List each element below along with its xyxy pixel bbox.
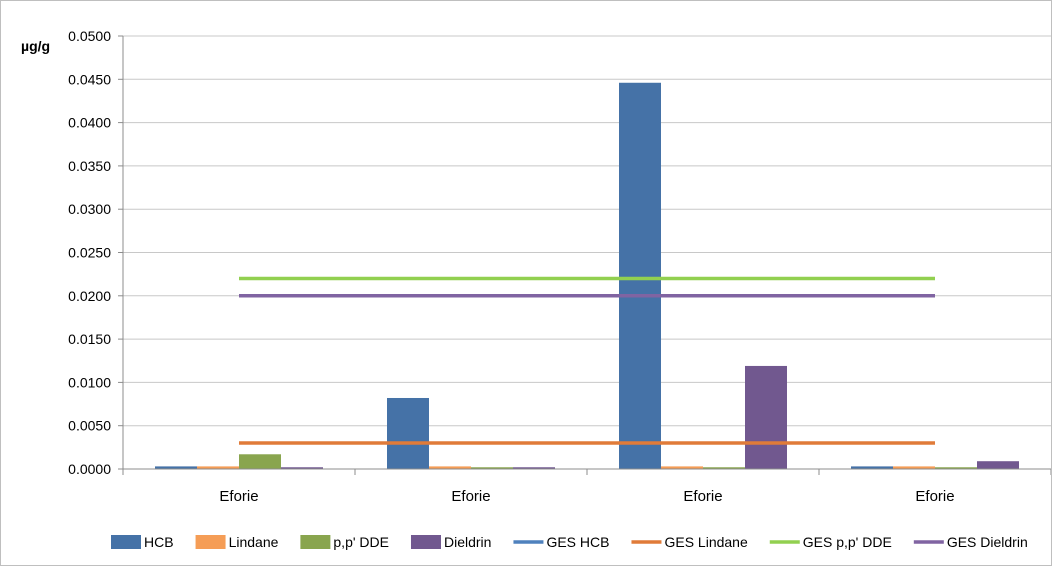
- legend-swatch: [300, 535, 331, 549]
- bar: [429, 466, 471, 469]
- bar: [745, 365, 787, 469]
- bar: [935, 467, 977, 469]
- threshold-lines: [239, 276, 935, 445]
- bar: [281, 467, 323, 469]
- legend-swatch: [111, 535, 141, 549]
- y-tick-label: 0.0150: [68, 331, 111, 347]
- bar: [851, 466, 893, 469]
- legend-swatch: [410, 535, 441, 549]
- y-tick-label: 0.0500: [68, 28, 111, 44]
- bar: [239, 454, 281, 469]
- y-axis-ticks: 0.0000 0.0050 0.0100 0.0150 0.0200 0.0250 0.03…: [68, 28, 123, 477]
- legend-swatch: [195, 535, 226, 549]
- legend-label: Dieldrin: [444, 534, 491, 550]
- y-tick-label: 0.0450: [68, 71, 111, 87]
- bar: [155, 466, 197, 469]
- bar: [471, 467, 513, 469]
- bar: [619, 82, 661, 469]
- y-tick-label: 0.0400: [68, 115, 111, 131]
- x-tick-label: Eforie: [219, 488, 258, 505]
- y-tick-label: 0.0250: [68, 245, 111, 261]
- grid-lines: [123, 35, 1051, 470]
- legend-label: GES HCB: [546, 534, 609, 550]
- x-tick-label: Eforie: [915, 488, 954, 505]
- legend-label: p,p' DDE: [333, 534, 389, 550]
- y-tick-label: 0.0300: [68, 201, 111, 217]
- bar: [513, 467, 555, 469]
- y-tick-label: 0.0100: [68, 374, 111, 390]
- y-axis-label: µg/g: [21, 38, 50, 54]
- y-tick-label: 0.0350: [68, 158, 111, 174]
- bar: [703, 467, 745, 469]
- bars: [155, 82, 1019, 469]
- bar: [661, 466, 703, 469]
- legend-label: Lindane: [229, 534, 279, 550]
- x-axis: Eforie Eforie Eforie Eforie: [122, 36, 1051, 505]
- legend-label: GES Dieldrin: [947, 534, 1028, 550]
- y-tick-label: 0.0200: [68, 288, 111, 304]
- y-tick-label: 0.0050: [68, 418, 111, 434]
- y-tick-label: 0.0000: [68, 461, 111, 477]
- x-tick-label: Eforie: [683, 488, 722, 505]
- bar: [197, 466, 239, 469]
- bar: [387, 397, 429, 469]
- x-tick-label: Eforie: [451, 488, 490, 505]
- legend-label: GES Lindane: [664, 534, 747, 550]
- legend-label: HCB: [144, 534, 174, 550]
- bar: [893, 466, 935, 469]
- legend-label: GES p,p' DDE: [803, 534, 892, 550]
- legend: HCB Lindane p,p' DDE Dieldrin GES HCB GES Lin…: [111, 534, 1028, 550]
- bar: [977, 461, 1019, 469]
